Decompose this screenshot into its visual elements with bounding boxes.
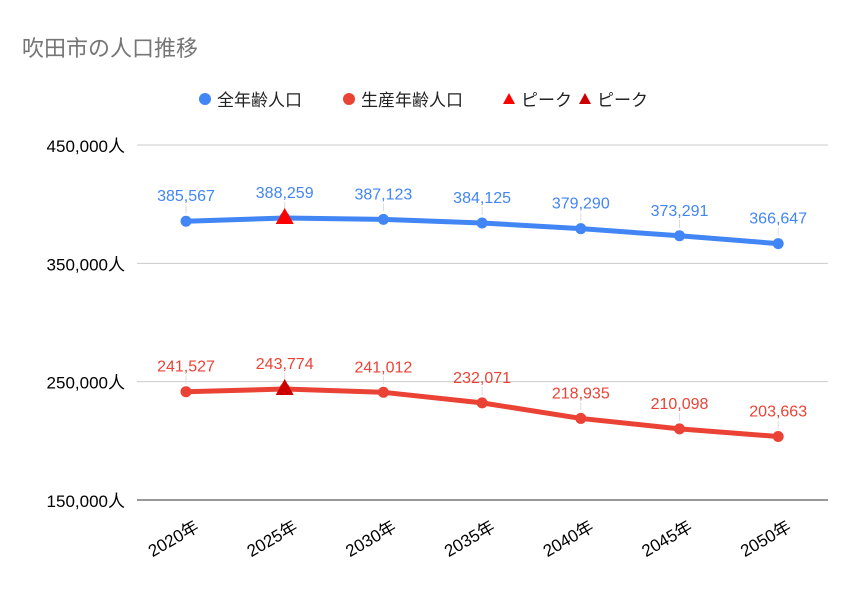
data-point	[180, 215, 192, 227]
peak-marker	[275, 208, 294, 225]
legend-label: 生産年齢人口	[361, 91, 463, 110]
data-label: 379,290	[552, 196, 610, 213]
series-group: 385,567 388,259 387,123 384,125 379,290 373,2…	[157, 185, 807, 442]
data-point	[180, 386, 192, 398]
data-label: 385,567	[157, 188, 215, 205]
data-label: 243,774	[256, 356, 314, 373]
y-tick-label: 450,000人	[47, 137, 125, 156]
legend-label: ピーク	[597, 91, 648, 110]
legend-triangle-icon	[579, 93, 591, 104]
data-point	[674, 230, 685, 242]
legend-circle-icon	[343, 93, 355, 105]
y-tick-label: 250,000人	[47, 374, 125, 393]
data-point	[674, 423, 685, 435]
x-tick-label: 2020年	[145, 517, 202, 561]
legend-triangle-icon	[503, 93, 515, 104]
legend-label: ピーク	[521, 91, 572, 110]
data-point	[575, 412, 587, 424]
data-label: 210,098	[651, 396, 709, 413]
y-axis: 150,000人 250,000人 350,000人 450,000人	[47, 137, 125, 511]
data-label: 232,071	[453, 370, 511, 387]
data-point	[772, 430, 784, 442]
data-label: 388,259	[256, 185, 314, 202]
data-label: 366,647	[749, 211, 807, 228]
x-axis: 2020年 2025年 2030年 2035年 2040年 2045年 2050年	[145, 517, 794, 561]
chart-title: 吹田市の人口推移	[22, 36, 198, 61]
data-label: 387,123	[354, 186, 412, 203]
x-tick-label: 2025年	[244, 517, 301, 561]
legend: 全年齢人口 生産年齢人口 ピーク ピーク	[199, 91, 648, 110]
x-tick-label: 2035年	[441, 517, 498, 561]
data-point	[772, 238, 784, 250]
data-label: 218,935	[552, 385, 610, 402]
x-tick-label: 2040年	[540, 517, 597, 561]
x-tick-label: 2050年	[737, 517, 794, 561]
data-point	[575, 223, 587, 235]
x-tick-label: 2045年	[639, 517, 696, 561]
data-label: 203,663	[749, 403, 807, 420]
gridlines	[137, 144, 828, 501]
legend-circle-icon	[199, 93, 211, 105]
peak-marker	[275, 379, 294, 396]
data-label: 384,125	[453, 190, 511, 207]
x-tick-label: 2030年	[342, 517, 399, 561]
data-point	[476, 217, 488, 229]
legend-label: 全年齢人口	[217, 91, 302, 110]
y-tick-label: 150,000人	[47, 492, 125, 511]
data-point	[476, 397, 488, 409]
data-point	[377, 213, 389, 225]
y-tick-label: 350,000人	[47, 255, 125, 274]
data-point	[377, 386, 389, 398]
data-label: 241,012	[354, 359, 412, 376]
data-label: 241,527	[157, 359, 215, 376]
data-label: 373,291	[651, 203, 709, 220]
